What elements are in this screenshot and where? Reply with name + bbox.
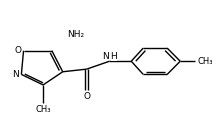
Text: N: N [102, 52, 108, 61]
Text: O: O [14, 46, 21, 55]
Text: O: O [83, 92, 90, 101]
Text: CH₃: CH₃ [35, 105, 51, 114]
Text: CH₃: CH₃ [198, 57, 213, 66]
Text: H: H [111, 52, 117, 61]
Text: NH₂: NH₂ [67, 30, 84, 39]
Text: N: N [12, 70, 19, 79]
